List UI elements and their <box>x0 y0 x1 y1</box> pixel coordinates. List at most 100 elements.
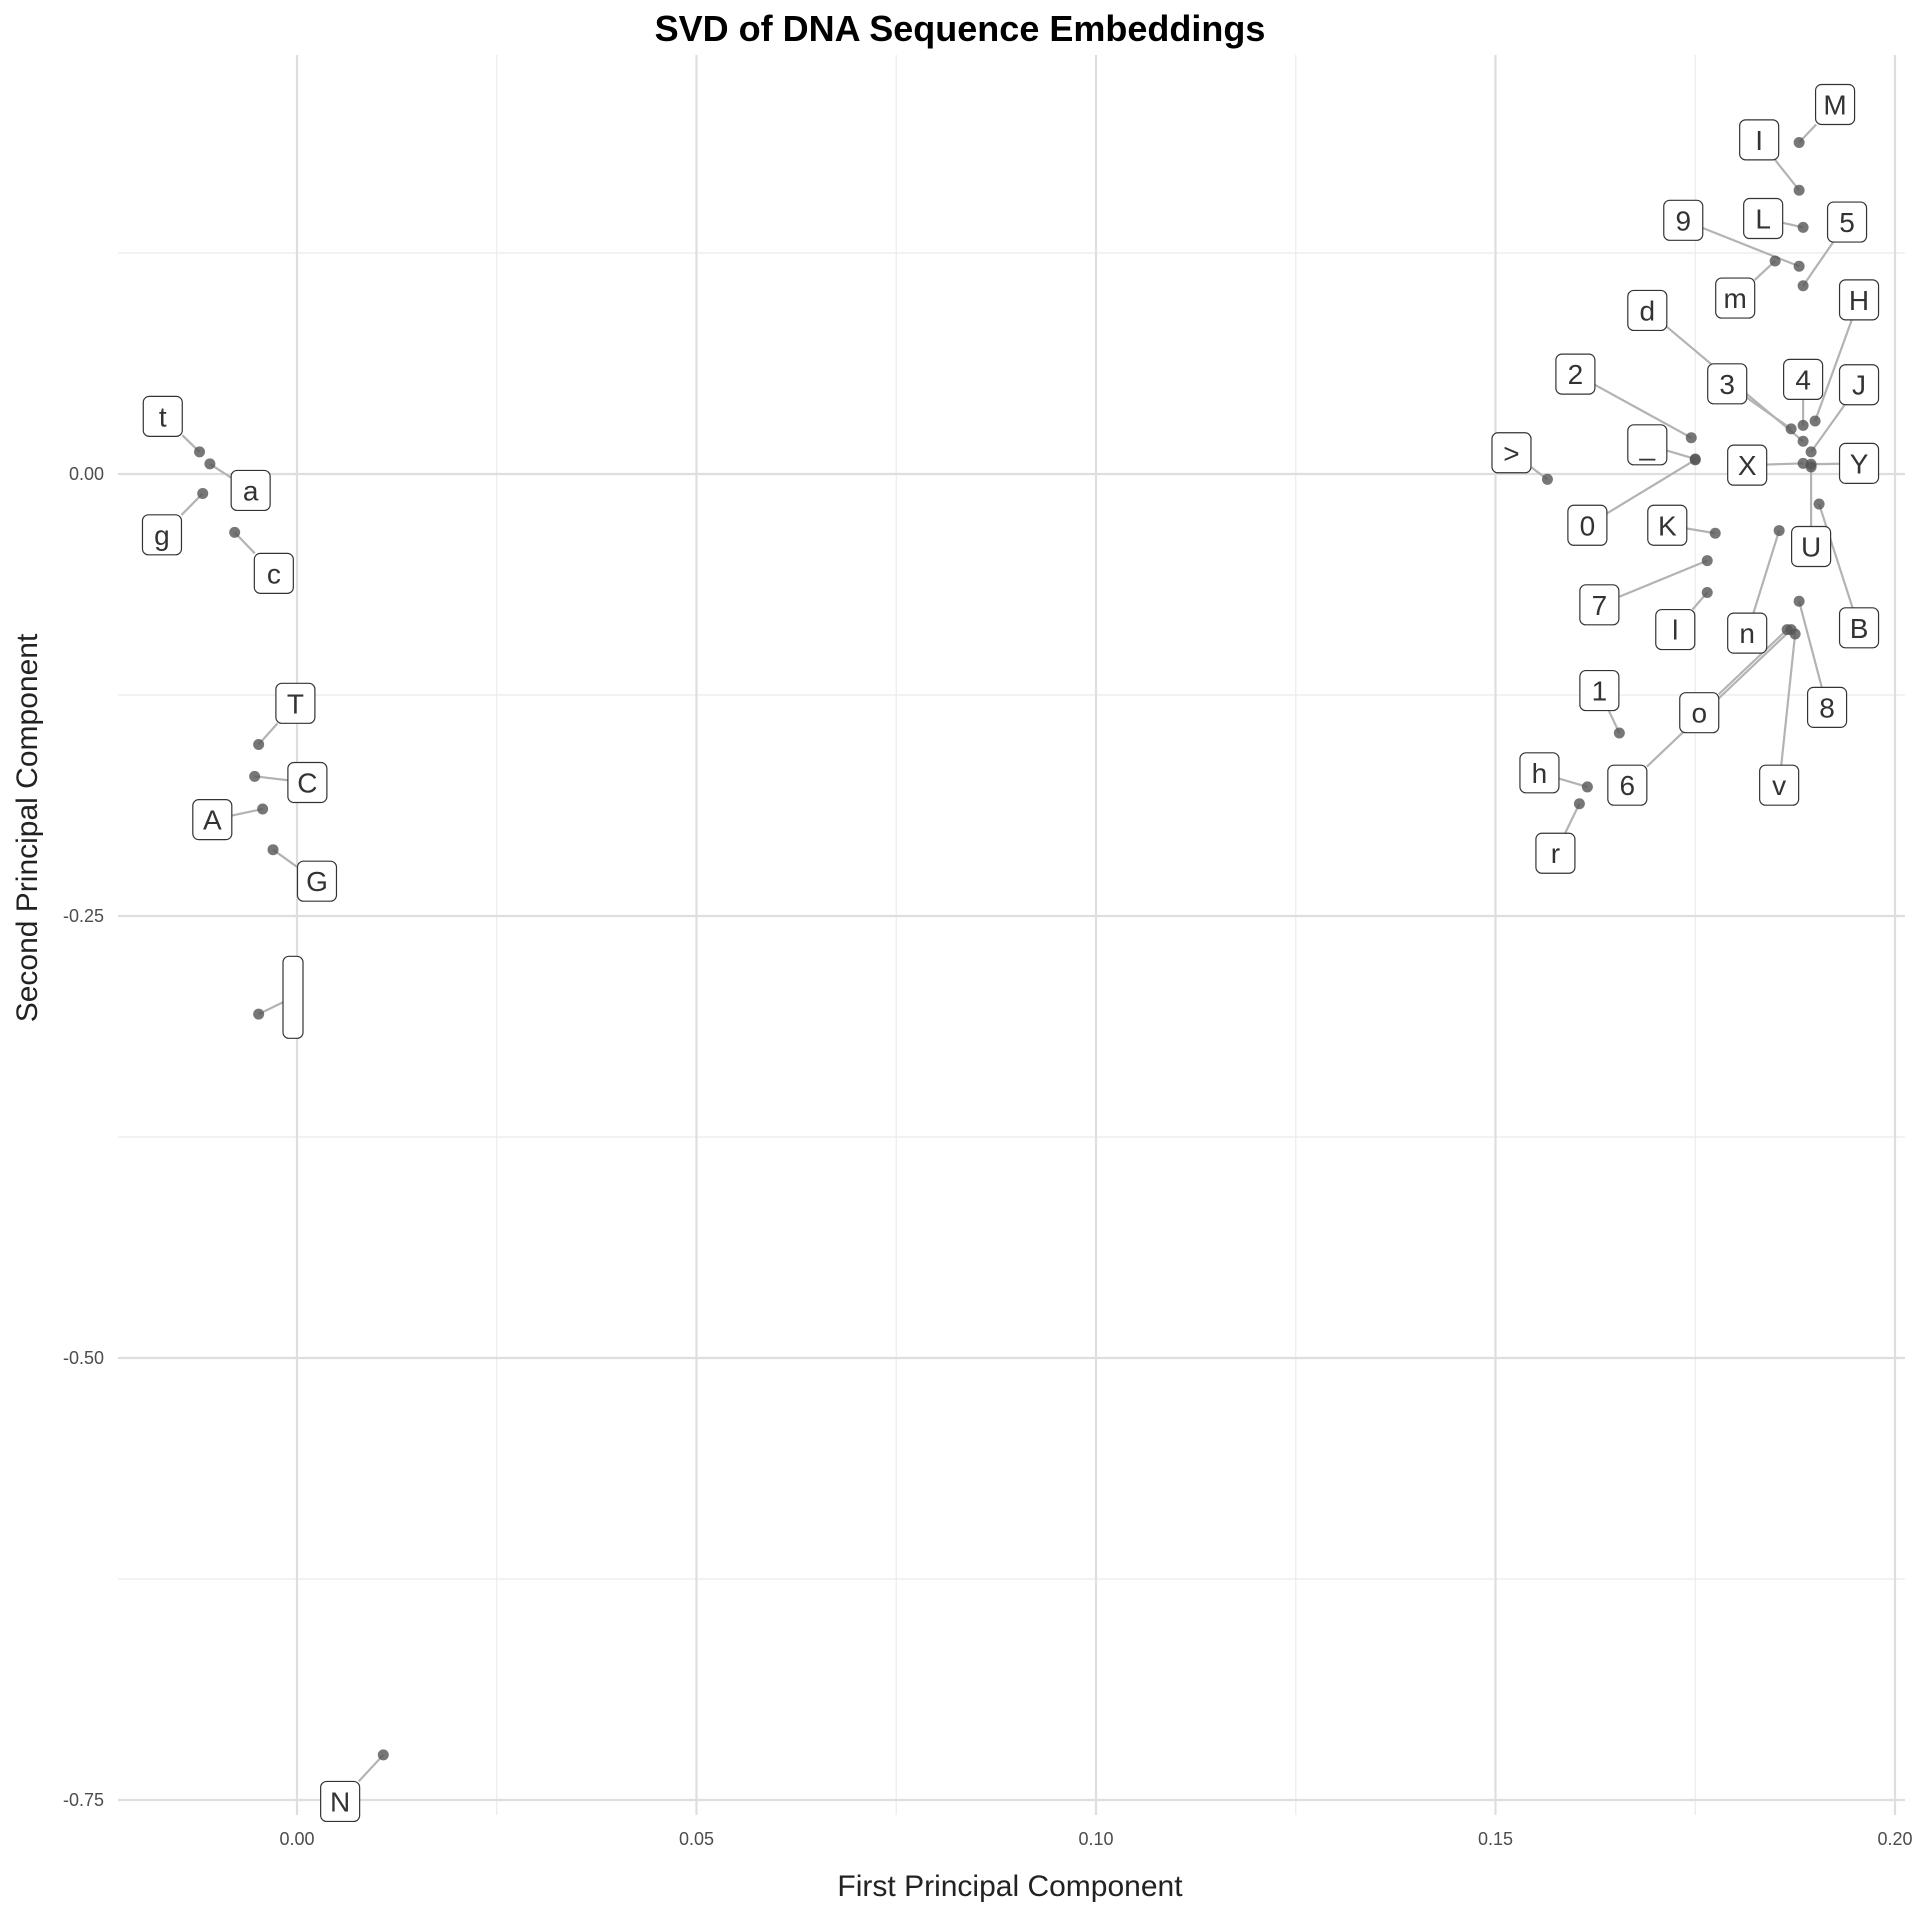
label-connector <box>1780 633 1797 766</box>
point-label-text: 4 <box>1795 364 1811 395</box>
point-label: A <box>192 799 233 841</box>
point-label: 1 <box>1579 669 1620 712</box>
point-label-box <box>1783 358 1824 401</box>
data-point <box>1701 586 1713 598</box>
data-point <box>1793 260 1805 272</box>
point-label-text: T <box>287 688 304 719</box>
point-label: 0 <box>1567 504 1608 546</box>
data-point <box>1793 595 1805 607</box>
point-label: X <box>1727 444 1768 486</box>
point-label: 4 <box>1783 358 1824 401</box>
y-tick-label: -0.50 <box>63 1348 104 1368</box>
point-label: r <box>1535 832 1576 874</box>
y-tick-label: -0.75 <box>63 1790 104 1810</box>
data-point <box>1573 798 1585 810</box>
point-label: G <box>296 860 338 902</box>
point-label: h <box>1519 752 1560 794</box>
label-connector <box>1618 559 1708 598</box>
point-label: Y <box>1838 442 1880 484</box>
point-label: l <box>1655 608 1696 651</box>
point-label-text: X <box>1738 450 1757 481</box>
point-label: 2 <box>1555 353 1596 395</box>
point-label-text: 5 <box>1839 207 1855 238</box>
data-point <box>253 1008 265 1020</box>
point-label-text: K <box>1658 510 1677 541</box>
point-label-text: 1 <box>1592 676 1608 707</box>
point-label-box <box>1519 752 1560 794</box>
point-label-text: I <box>1755 125 1763 156</box>
point-label: N <box>320 1780 361 1823</box>
point-label-box <box>1607 764 1648 806</box>
label-connector <box>357 1754 385 1783</box>
point-label: I <box>1739 119 1780 161</box>
data-point <box>377 1749 389 1761</box>
point-label-text: 0 <box>1580 510 1596 541</box>
point-label: H <box>1838 279 1880 321</box>
chart-title: SVD of DNA Sequence Embeddings <box>654 8 1266 49</box>
point-label-box <box>1567 504 1608 546</box>
point-label: d <box>1627 289 1668 332</box>
point-label-text: l <box>1672 615 1678 646</box>
data-point <box>1685 432 1697 444</box>
label-connector <box>1746 396 1792 430</box>
x-axis-label: First Principal Component <box>837 1870 1183 1903</box>
point-label-box <box>287 761 328 804</box>
point-label-text: L <box>1755 204 1771 235</box>
point-label-box <box>1838 442 1880 484</box>
data-point <box>1797 435 1809 447</box>
point-label: o <box>1679 692 1720 734</box>
point-label: K <box>1647 504 1688 546</box>
x-tick-label: 0.20 <box>1877 1829 1912 1849</box>
point-label: J <box>1838 364 1880 406</box>
point-label-box <box>1727 444 1768 486</box>
data-point <box>1797 419 1809 431</box>
point-label-text: 8 <box>1819 692 1835 723</box>
point-label: B <box>1838 607 1880 649</box>
point-label-text: M <box>1823 89 1846 120</box>
point-labels: t a g c T C A G N M I L 5 9 m Hd 2 3 4 J _ > X Y 0 K U Bn 7 l 8 o 6 v 1 h r <box>141 83 1880 1823</box>
point-label-box <box>1727 612 1768 654</box>
point-label-text: h <box>1532 758 1548 789</box>
point-label-box <box>1838 607 1880 649</box>
point-label-text: 7 <box>1592 590 1608 621</box>
point-label-box <box>1838 279 1880 321</box>
point-label-box <box>1579 669 1620 712</box>
point-label-box <box>1555 353 1596 395</box>
point-label: a <box>230 469 271 512</box>
data-point <box>1805 461 1817 473</box>
data-point <box>1809 415 1821 427</box>
data-point <box>1541 473 1553 485</box>
point-label: m <box>1715 277 1756 319</box>
point-label-text: m <box>1724 283 1747 314</box>
data-point <box>204 458 216 470</box>
data-point <box>1793 137 1805 148</box>
point-label-box <box>275 682 316 724</box>
point-label-text: U <box>1801 531 1821 562</box>
point-label-text: 2 <box>1568 359 1584 390</box>
point-label-box <box>253 552 294 594</box>
y-tick-label: -0.25 <box>63 906 104 926</box>
point-label-box <box>1655 608 1696 651</box>
point-label-text: v <box>1772 770 1786 801</box>
point-label-text: n <box>1739 618 1755 649</box>
point-label-box <box>1715 277 1756 319</box>
data-point <box>1689 454 1701 466</box>
label-connector <box>1798 601 1823 688</box>
point-label-box <box>141 514 183 556</box>
data-point <box>1613 727 1625 739</box>
point-label-box <box>1759 764 1800 806</box>
point-label: L <box>1743 197 1784 240</box>
point-label-text: J <box>1852 370 1866 401</box>
data-point <box>1701 555 1713 567</box>
label-connectors <box>180 123 1854 1783</box>
point-label-box <box>1826 201 1868 243</box>
data-point <box>1581 781 1593 793</box>
point-label-box <box>1679 692 1720 734</box>
point-label-text: C <box>297 768 317 799</box>
data-point <box>1709 527 1721 539</box>
point-label: 9 <box>1663 199 1704 241</box>
point-label-text: r <box>1551 838 1560 869</box>
label-connector <box>1752 530 1781 614</box>
data-point <box>257 803 269 815</box>
